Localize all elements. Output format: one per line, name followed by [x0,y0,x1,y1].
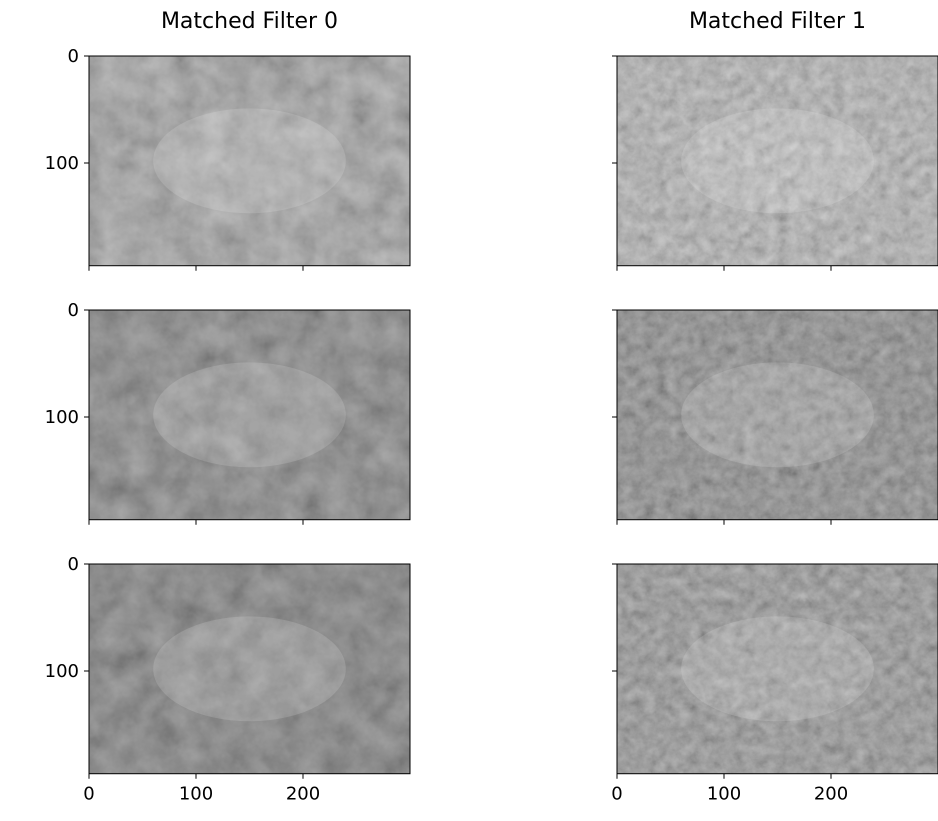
x-tick-label: 100 [707,784,741,805]
y-tick-label: 0 [68,300,79,321]
image-highlight [681,108,874,213]
x-tick-label: 200 [814,784,848,805]
image-highlight [681,616,874,721]
subplot-title: Matched Filter 0 [161,9,338,34]
image-highlight [153,108,346,213]
y-tick-label: 100 [45,153,79,174]
page: Matched Filter 0 0 100 Matched Filter 1 0 100… [0,0,938,821]
x-tick-label: 0 [611,784,622,805]
image-highlight [153,616,346,721]
image-highlight [681,362,874,467]
figure: Matched Filter 0 0 100 Matched Filter 1 0 100… [0,0,938,821]
y-tick-label: 100 [45,661,79,682]
x-tick-label: 0 [83,784,94,805]
y-tick-label: 0 [68,554,79,575]
x-tick-label: 200 [286,784,320,805]
y-tick-label: 100 [45,407,79,428]
subplot-title: Matched Filter 1 [689,9,866,34]
image-highlight [153,362,346,467]
y-tick-label: 0 [68,46,79,67]
x-tick-label: 100 [179,784,213,805]
